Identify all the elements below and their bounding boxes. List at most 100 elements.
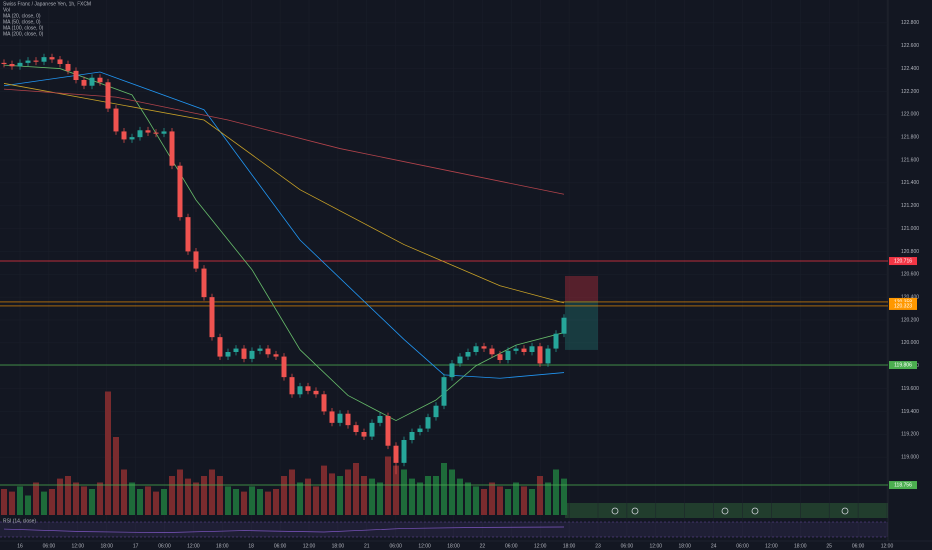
volume-bar	[457, 478, 463, 515]
y-tick-label: 120.600	[901, 272, 919, 278]
candle-body	[201, 268, 207, 298]
candle-body	[89, 77, 95, 86]
candle-body	[241, 348, 247, 359]
volume-bar	[209, 469, 215, 515]
candle-body	[97, 77, 103, 83]
volume-bar	[233, 489, 239, 515]
y-tick-label: 121.200	[901, 203, 919, 209]
x-tick-label: 21	[364, 543, 370, 549]
candle-body	[169, 131, 175, 166]
candle-body	[233, 348, 239, 352]
volume-bar	[433, 476, 439, 515]
x-tick-label: 18:00	[563, 543, 576, 549]
candle-body	[513, 348, 519, 351]
candle-body	[537, 346, 543, 364]
price-level-label: 119.806	[894, 362, 912, 368]
y-tick-label: 122.800	[901, 20, 919, 26]
x-tick-label: 12:00	[534, 543, 547, 549]
candle-body	[417, 428, 423, 432]
candle-body	[281, 356, 287, 378]
moving-average	[3, 64, 565, 422]
volume-bar	[337, 476, 343, 515]
candle-body	[249, 350, 255, 359]
event-icon	[611, 507, 619, 515]
y-tick-label: 120.200	[901, 317, 919, 323]
volume-bar	[137, 489, 143, 515]
moving-average	[3, 71, 565, 379]
price-level-tag	[889, 257, 917, 266]
volume-bar	[545, 482, 551, 515]
candle-body	[313, 390, 319, 395]
candle-body	[329, 411, 335, 423]
candle-body	[441, 377, 447, 406]
candle-body	[481, 346, 487, 349]
volume-bar	[153, 491, 159, 515]
event-icon	[751, 507, 759, 515]
volume-bar	[473, 486, 479, 515]
candle-body	[457, 356, 463, 364]
candle-body	[65, 64, 71, 71]
volume-bar	[537, 476, 543, 515]
volume-bar	[193, 482, 199, 515]
volume-bar	[489, 482, 495, 515]
x-tick-label: 18:00	[447, 543, 460, 549]
volume-bar	[9, 491, 15, 515]
x-tick-label: 06:00	[621, 543, 634, 549]
x-tick-label: 22	[480, 543, 486, 549]
x-tick-label: 12:00	[72, 543, 85, 549]
candle-body	[489, 348, 495, 355]
candle-body	[393, 445, 399, 463]
volume-bar	[401, 469, 407, 515]
y-tick-label: 120.400	[901, 294, 919, 300]
volume-bar	[249, 486, 255, 515]
price-level-label: 120.716	[894, 258, 912, 264]
volume-bar	[225, 486, 231, 515]
candle-body	[129, 137, 135, 140]
ma-legend: MA (200, close, 0)	[3, 31, 44, 37]
rsi-line	[3, 526, 565, 534]
candle-body	[553, 333, 559, 349]
candle-body	[225, 352, 231, 357]
candle-body	[121, 131, 127, 140]
position-stop-zone	[565, 276, 598, 302]
y-tick-label: 119.400	[901, 409, 919, 415]
volume-bar	[409, 478, 415, 515]
candle-body	[505, 350, 511, 360]
candle-body	[273, 354, 279, 357]
candle-body	[81, 80, 87, 86]
volume-bar	[257, 489, 263, 515]
volume-bar	[161, 489, 167, 515]
volume-bar	[241, 491, 247, 515]
y-tick-label: 121.600	[901, 157, 919, 163]
event-icons	[611, 507, 849, 515]
candle-body	[321, 394, 327, 412]
candle-body	[145, 130, 151, 133]
candle-body	[153, 132, 159, 134]
volume-bar	[217, 476, 223, 515]
x-tick-label: 18	[248, 543, 254, 549]
x-tick-label: 12:00	[650, 543, 663, 549]
candle-body	[57, 59, 63, 64]
candle-body	[465, 352, 471, 357]
y-tick-label: 122.200	[901, 89, 919, 95]
volume-bar	[417, 482, 423, 515]
x-tick-label: 18:00	[216, 543, 229, 549]
volume-bar	[393, 465, 399, 515]
volume-bar	[169, 476, 175, 515]
y-tick-label: 119.600	[901, 386, 919, 392]
candle-body	[401, 440, 407, 463]
volume-bar	[81, 486, 87, 515]
candle-body	[377, 416, 383, 423]
volume-bar	[177, 469, 183, 515]
y-tick-label: 120.000	[901, 340, 919, 346]
x-tick-label: 06:00	[505, 543, 518, 549]
candle-body	[137, 130, 143, 138]
candle-body	[217, 337, 223, 357]
y-tick-label: 122.000	[901, 112, 919, 118]
candle-body	[529, 346, 535, 352]
projection-band	[565, 503, 888, 518]
volume-bar	[145, 486, 151, 515]
chart-title: Swiss Franc / Japanese Yen, 1h, FXCM	[3, 1, 91, 7]
volume-bar	[25, 495, 31, 515]
